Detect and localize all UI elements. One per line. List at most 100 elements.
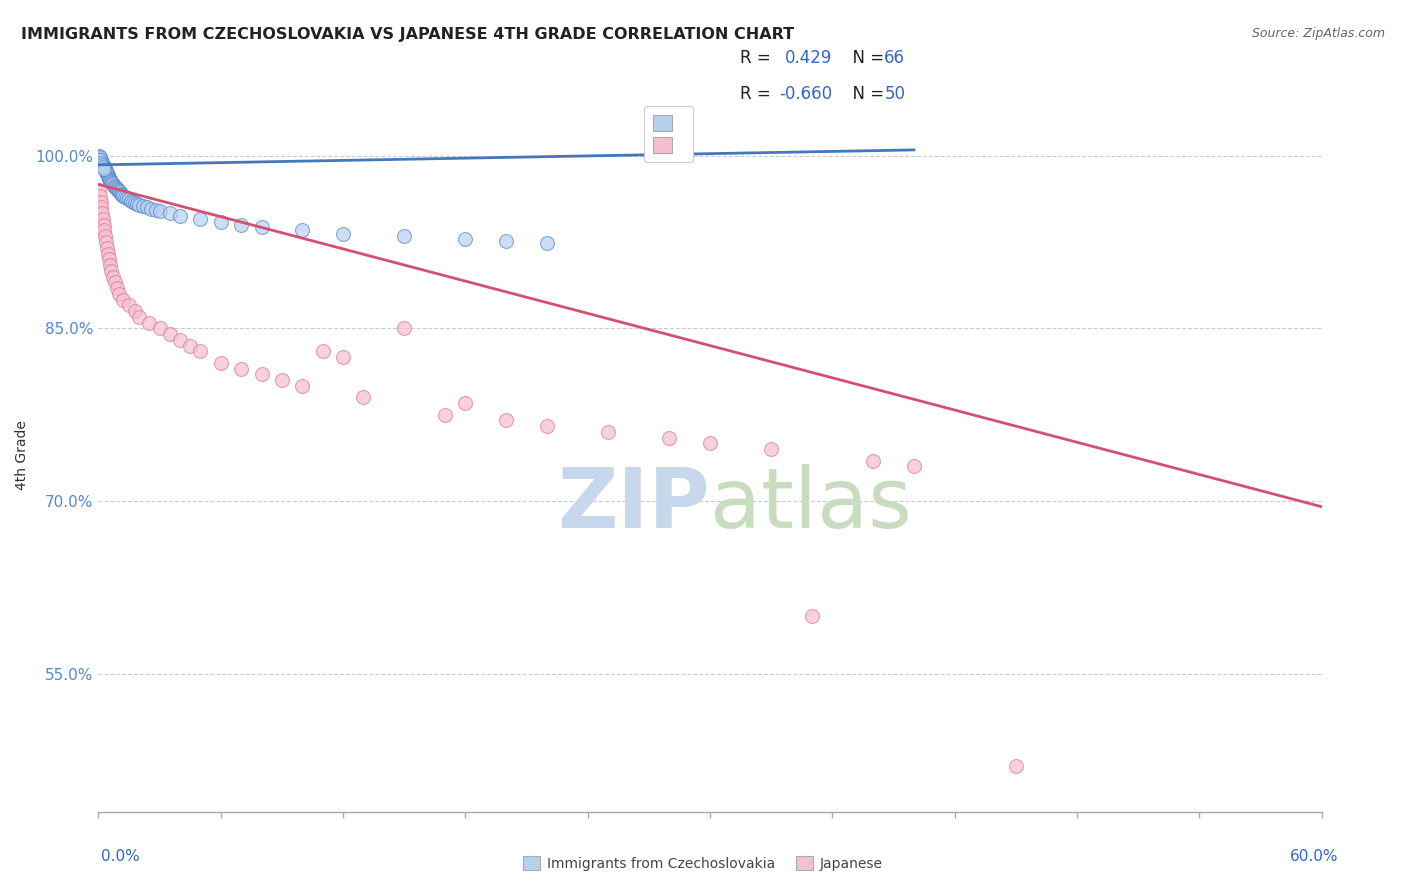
Text: N =: N = [842, 49, 890, 67]
Point [392, 321, 416, 335]
Point [114, 190, 136, 204]
Point [127, 197, 149, 211]
Point [98, 171, 121, 186]
Point [91, 157, 114, 171]
Point [658, 431, 681, 445]
Point [495, 413, 517, 427]
Point [120, 194, 142, 208]
Point [454, 231, 477, 245]
Point [101, 178, 124, 192]
Point [100, 175, 122, 189]
Point [433, 408, 456, 422]
Point [97, 168, 120, 182]
Text: 66: 66 [884, 49, 905, 67]
Point [96, 241, 118, 255]
Point [159, 327, 181, 342]
Point [128, 198, 150, 212]
Point [179, 338, 201, 352]
Point [209, 356, 232, 370]
Point [91, 206, 114, 220]
Point [107, 183, 129, 197]
Point [1004, 758, 1026, 772]
Point [188, 211, 212, 226]
Point [138, 316, 160, 330]
Point [97, 246, 120, 260]
Point [89, 152, 111, 166]
Point [103, 178, 125, 193]
Point [90, 194, 112, 209]
Point [89, 149, 111, 163]
Point [699, 436, 721, 450]
Point [94, 163, 117, 178]
Point [454, 396, 477, 410]
Point [93, 223, 115, 237]
Point [93, 218, 115, 232]
Point [90, 153, 112, 168]
Point [100, 176, 122, 190]
Point [231, 218, 253, 232]
Point [124, 195, 146, 210]
Point [231, 361, 253, 376]
Point [312, 344, 335, 359]
Point [104, 179, 127, 194]
Point [89, 183, 111, 197]
Point [250, 368, 273, 382]
Point [89, 189, 111, 203]
Point [93, 229, 115, 244]
Point [108, 286, 131, 301]
Point [97, 252, 120, 267]
Text: 0.0%: 0.0% [101, 849, 141, 863]
Text: 50: 50 [884, 85, 905, 103]
Point [132, 199, 155, 213]
Point [98, 173, 121, 187]
Text: N =: N = [842, 85, 890, 103]
Point [332, 350, 354, 364]
Point [104, 275, 127, 289]
Point [596, 425, 619, 439]
Point [209, 215, 232, 229]
Point [100, 264, 122, 278]
Point [332, 227, 354, 241]
Point [96, 165, 118, 179]
Point [90, 201, 112, 215]
Point [111, 293, 134, 307]
Point [250, 220, 273, 235]
Point [159, 206, 181, 220]
Y-axis label: 4th Grade: 4th Grade [14, 420, 28, 490]
Point [291, 379, 314, 393]
Point [97, 170, 120, 185]
Point [270, 373, 294, 387]
Point [96, 166, 118, 180]
Point [98, 174, 121, 188]
Point [104, 181, 127, 195]
Text: R =: R = [740, 85, 776, 103]
Point [111, 189, 134, 203]
Point [93, 161, 115, 176]
Point [105, 182, 128, 196]
Point [89, 153, 111, 168]
Point [169, 209, 191, 223]
Point [903, 459, 925, 474]
Text: atlas: atlas [710, 465, 911, 545]
Point [101, 269, 124, 284]
Point [91, 155, 114, 169]
Point [291, 223, 314, 237]
Point [149, 321, 172, 335]
Point [122, 194, 145, 209]
Legend: Immigrants from Czechoslovakia, Japanese: Immigrants from Czechoslovakia, Japanese [517, 850, 889, 876]
Text: IMMIGRANTS FROM CZECHOSLOVAKIA VS JAPANESE 4TH GRADE CORRELATION CHART: IMMIGRANTS FROM CZECHOSLOVAKIA VS JAPANE… [21, 27, 794, 42]
Point [94, 235, 117, 249]
Point [90, 158, 112, 172]
Point [115, 191, 138, 205]
Point [862, 453, 884, 467]
Text: 60.0%: 60.0% [1291, 849, 1339, 863]
Point [110, 186, 132, 201]
Point [91, 160, 114, 174]
Point [352, 390, 374, 404]
Point [89, 150, 111, 164]
Point [118, 193, 141, 207]
Point [93, 160, 115, 174]
Point [98, 258, 121, 272]
Point [536, 419, 558, 434]
Point [801, 609, 824, 624]
